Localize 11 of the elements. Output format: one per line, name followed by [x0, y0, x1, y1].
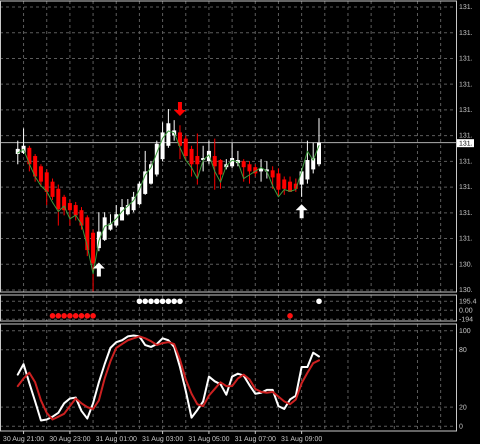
candlestick [149, 160, 154, 186]
candlestick [270, 166, 275, 190]
candlestick [316, 118, 321, 167]
candlestick [247, 160, 252, 184]
candlestick [79, 206, 84, 230]
candlestick [242, 158, 246, 182]
candlestick [195, 133, 200, 186]
candlestick [178, 124, 182, 160]
candlestick [50, 178, 55, 200]
candlestick [218, 158, 223, 190]
candlestick [212, 138, 217, 190]
